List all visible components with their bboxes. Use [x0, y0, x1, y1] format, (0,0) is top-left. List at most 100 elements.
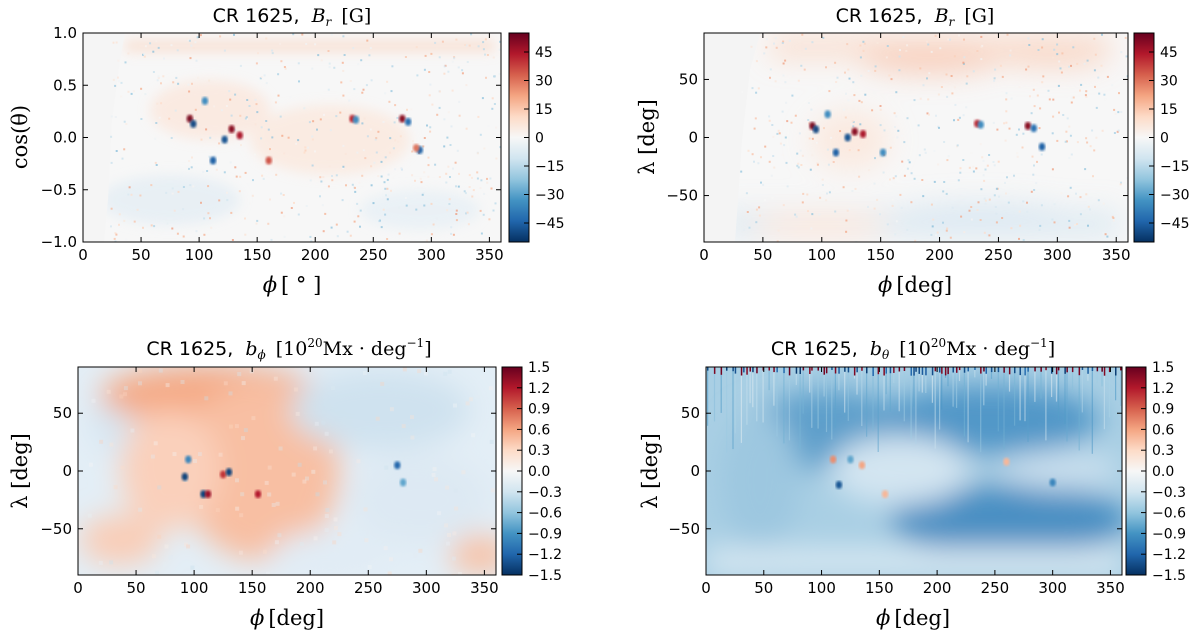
stripe [818, 367, 819, 429]
noise-pixel [154, 441, 158, 445]
noise-pixel [304, 152, 306, 154]
noise-pixel [249, 203, 251, 205]
noise-pixel [431, 203, 433, 205]
noise-pixel [386, 188, 388, 190]
noise-pixel [765, 46, 767, 48]
noise-pixel [175, 77, 177, 79]
colorbar-tick-label: 0 [1160, 131, 1169, 147]
noise-pixel [311, 68, 313, 70]
stripe [741, 367, 742, 443]
noise-pixel [152, 51, 154, 53]
noise-pixel [124, 121, 126, 123]
stripe [956, 367, 957, 408]
noise-pixel [446, 542, 450, 546]
noise-pixel [849, 78, 851, 80]
spot-mark [185, 455, 191, 463]
noise-pixel [313, 446, 317, 450]
noise-pixel [780, 143, 782, 145]
noise-pixel [776, 133, 778, 135]
noise-pixel [993, 161, 995, 163]
noise-pixel [494, 75, 496, 77]
noise-pixel [154, 138, 156, 140]
noise-pixel [495, 202, 497, 204]
noise-pixel [1019, 86, 1021, 88]
noise-pixel [1005, 110, 1007, 112]
noise-pixel [817, 164, 819, 166]
stripe-top [986, 367, 988, 374]
noise-pixel [845, 220, 847, 222]
stripe-top [743, 367, 745, 372]
noise-pixel [958, 179, 960, 181]
noise-pixel [481, 375, 485, 379]
noise-pixel [425, 55, 427, 57]
noise-pixel [1041, 154, 1043, 156]
x-tick-label: 300 [1038, 579, 1067, 597]
noise-pixel [444, 65, 446, 67]
noise-pixel [436, 47, 438, 49]
noise-pixel [332, 540, 336, 544]
noise-pixel [928, 114, 930, 116]
noise-pixel [364, 538, 368, 542]
noise-pixel [470, 33, 472, 35]
noise-pixel [917, 227, 919, 229]
noise-pixel [138, 508, 142, 512]
noise-pixel [1061, 72, 1063, 74]
noise-pixel [485, 77, 487, 79]
noise-pixel [452, 168, 454, 170]
stripe-top [1024, 367, 1026, 375]
noise-pixel [818, 213, 820, 215]
noise-pixel [240, 144, 242, 146]
noise-pixel [462, 72, 464, 74]
noise-pixel [321, 59, 323, 61]
stripe-top [1097, 367, 1099, 371]
colorbar-tick-label: −45 [1160, 216, 1190, 232]
noise-pixel [113, 79, 115, 81]
noise-pixel [175, 110, 177, 112]
noise-pixel [949, 39, 951, 41]
noise-pixel [272, 503, 276, 507]
noise-pixel [166, 383, 170, 387]
noise-pixel [926, 77, 928, 79]
noise-pixel [1101, 65, 1103, 67]
noise-pixel [874, 208, 876, 210]
noise-pixel [266, 82, 268, 84]
noise-pixel [243, 190, 245, 192]
noise-pixel [960, 167, 962, 169]
noise-pixel [942, 222, 944, 224]
noise-pixel [314, 536, 318, 540]
stripe-top [991, 367, 993, 372]
noise-pixel [269, 199, 271, 201]
stripe [861, 367, 862, 426]
noise-pixel [208, 156, 210, 158]
noise-pixel [483, 193, 485, 195]
noise-pixel [1070, 135, 1072, 137]
noise-pixel [450, 233, 452, 235]
colorbar-tick-label: 0 [535, 131, 544, 147]
stripe [915, 367, 916, 444]
stripe-top [1120, 367, 1122, 370]
noise-pixel [887, 223, 889, 225]
noise-pixel [452, 531, 456, 535]
noise-pixel [1070, 65, 1072, 67]
stripe [872, 367, 873, 431]
noise-pixel [433, 224, 435, 226]
noise-pixel [880, 105, 882, 107]
noise-pixel [467, 212, 469, 214]
noise-pixel [1095, 137, 1097, 139]
noise-pixel [819, 197, 821, 199]
noise-pixel [443, 372, 447, 376]
stripe-top [789, 367, 791, 375]
noise-pixel [938, 127, 940, 129]
spot-mark [202, 97, 208, 105]
colorbar-ticks: 4530150−15−30−45 [1149, 45, 1190, 232]
noise-pixel [962, 62, 964, 64]
noise-pixel [434, 42, 436, 44]
stripe-top [824, 367, 826, 375]
noise-pixel [364, 118, 366, 120]
noise-pixel [402, 424, 406, 428]
noise-pixel [300, 542, 304, 546]
noise-pixel [1097, 77, 1099, 79]
noise-pixel [852, 81, 854, 83]
noise-pixel [405, 56, 407, 58]
noise-pixel [359, 226, 361, 228]
